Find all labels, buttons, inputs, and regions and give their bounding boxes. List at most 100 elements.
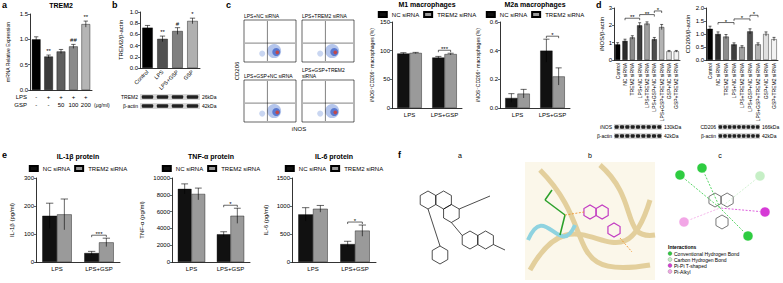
svg-text:GSP+NC siRNA: GSP+NC siRNA: [763, 62, 769, 99]
svg-text:mRNA Relative Expression: mRNA Relative Expression: [5, 22, 11, 82]
svg-text:2000: 2000: [157, 242, 171, 248]
svg-text:CD206/β-actin: CD206/β-actin: [685, 15, 691, 53]
svg-text:0.5: 0.5: [696, 44, 705, 50]
svg-text:iNOS/β-actin: iNOS/β-actin: [599, 17, 605, 51]
svg-text:0.0: 0.0: [130, 65, 139, 71]
svg-text:150: 150: [380, 19, 391, 25]
svg-text:TREM2 siRNA: TREM2 siRNA: [723, 62, 729, 95]
svg-text:LPS+GSP: LPS+GSP: [158, 69, 180, 91]
svg-text:iNOS: iNOS: [600, 124, 613, 130]
svg-text:TREM2 siRNA: TREM2 siRNA: [221, 166, 260, 172]
svg-text:GSP: GSP: [182, 69, 195, 82]
svg-text:42kDa: 42kDa: [664, 133, 679, 139]
svg-text:f: f: [398, 150, 402, 160]
svg-text:10000: 10000: [153, 175, 170, 181]
svg-text:LPS+GSP+TREM2 siRNA: LPS+GSP+TREM2 siRNA: [755, 62, 761, 121]
svg-text:2.0: 2.0: [696, 5, 705, 11]
svg-text:d: d: [596, 0, 602, 10]
svg-text:0: 0: [167, 259, 171, 265]
svg-text:0.2: 0.2: [130, 54, 139, 60]
svg-text:*: *: [229, 201, 232, 207]
svg-text:LPS+TREM2 siRNA: LPS+TREM2 siRNA: [739, 62, 745, 108]
svg-text:4000: 4000: [157, 225, 171, 231]
svg-text:2: 2: [609, 22, 613, 28]
svg-text:3: 3: [609, 5, 613, 11]
svg-text:0.0: 0.0: [696, 57, 705, 63]
svg-text:LPS+GSP: LPS+GSP: [431, 112, 459, 118]
svg-text:0.2: 0.2: [490, 76, 499, 82]
svg-text:a: a: [2, 0, 8, 10]
svg-text:M1 macrophages: M1 macrophages: [398, 1, 455, 9]
svg-text:+: +: [59, 94, 63, 100]
svg-text:*: *: [725, 19, 728, 25]
svg-text:(μg/ml): (μg/ml): [94, 102, 110, 108]
svg-text:200: 200: [24, 203, 35, 209]
svg-text:**: **: [160, 29, 165, 35]
svg-text:TREM2 siRNA: TREM2 siRNA: [545, 12, 584, 18]
svg-text:LPS: LPS: [16, 94, 27, 100]
svg-text:TREM2: TREM2: [49, 2, 73, 9]
svg-text:1.5: 1.5: [20, 11, 29, 17]
svg-text:b: b: [112, 0, 118, 10]
svg-text:0.6: 0.6: [490, 19, 499, 25]
svg-text:β-actin: β-actin: [597, 133, 612, 139]
svg-text:CD206: CD206: [700, 124, 716, 130]
svg-text:8000: 8000: [157, 192, 171, 198]
svg-text:iNOS⁻CD206⁺ macrophages (%): iNOS⁻CD206⁺ macrophages (%): [475, 28, 481, 102]
svg-text:*: *: [551, 32, 554, 38]
svg-text:LPS+GSP+TREM2 siRNA: LPS+GSP+TREM2 siRNA: [659, 62, 665, 121]
svg-text:130kDa: 130kDa: [664, 124, 681, 130]
svg-text:LPS+NC siRNA: LPS+NC siRNA: [244, 13, 280, 19]
svg-text:42kDa: 42kDa: [202, 103, 217, 109]
svg-text:1000: 1000: [277, 203, 291, 209]
svg-text:**: **: [630, 14, 635, 20]
svg-text:GSP+TREM2 siRNA: GSP+TREM2 siRNA: [673, 62, 679, 109]
svg-text:iNOS⁺CD206⁻ macrophages (%): iNOS⁺CD206⁻ macrophages (%): [369, 28, 375, 102]
svg-text:LPS+GSP+NC siRNA: LPS+GSP+NC siRNA: [747, 62, 753, 111]
svg-text:Control: Control: [133, 69, 150, 86]
svg-text:iNOS: iNOS: [292, 126, 306, 132]
svg-text:siRNA: siRNA: [302, 73, 317, 79]
svg-text:IL-1β protein: IL-1β protein: [57, 153, 99, 161]
svg-text:GSP+NC siRNA: GSP+NC siRNA: [666, 62, 672, 99]
svg-text:IL-1β (pg/ml): IL-1β (pg/ml): [9, 203, 15, 237]
svg-text:TREM2 siRNA: TREM2 siRNA: [88, 166, 127, 172]
svg-text:6000: 6000: [157, 209, 171, 215]
svg-text:NC siRNA: NC siRNA: [392, 12, 419, 18]
svg-text:100: 100: [380, 48, 391, 54]
svg-text:-: -: [35, 102, 37, 108]
svg-text:0.0: 0.0: [490, 105, 499, 111]
svg-text:1500: 1500: [277, 175, 291, 181]
svg-text:***: ***: [95, 231, 103, 237]
svg-text:GSP+TREM2 siRNA: GSP+TREM2 siRNA: [771, 62, 777, 109]
svg-text:LPS+GSP+NC siRNA: LPS+GSP+NC siRNA: [651, 62, 657, 111]
svg-text:TREM2 siRNA: TREM2 siRNA: [437, 12, 476, 18]
svg-text:0.5: 0.5: [20, 62, 29, 68]
svg-text:50: 50: [383, 76, 390, 82]
svg-text:β-actin: β-actin: [123, 103, 138, 109]
svg-text:Control: Control: [615, 63, 621, 79]
svg-text:500: 500: [280, 231, 291, 237]
svg-text:0: 0: [387, 105, 391, 111]
svg-text:LPS+NC siRNA: LPS+NC siRNA: [637, 62, 643, 98]
svg-text:LPS: LPS: [512, 112, 523, 118]
svg-text:LPS: LPS: [186, 266, 197, 272]
svg-text:LPS+TREM2 siRNA: LPS+TREM2 siRNA: [302, 13, 348, 19]
svg-text:NC siRNA: NC siRNA: [715, 62, 721, 85]
svg-text:0.4: 0.4: [130, 43, 139, 49]
svg-text:0.6: 0.6: [130, 31, 139, 37]
svg-text:*: *: [657, 7, 660, 13]
svg-text:IL-6 (pg/ml): IL-6 (pg/ml): [263, 205, 269, 236]
svg-text:TNF-α protein: TNF-α protein: [188, 153, 234, 161]
svg-text:#: #: [176, 21, 180, 27]
svg-text:NC siRNA: NC siRNA: [500, 12, 527, 18]
svg-text:50: 50: [58, 102, 65, 108]
svg-text:TREM2 siRNA: TREM2 siRNA: [629, 62, 635, 95]
svg-text:a: a: [458, 152, 462, 159]
svg-text:*: *: [753, 11, 756, 17]
svg-text:LPS+GSP: LPS+GSP: [341, 266, 369, 272]
svg-text:26kDa: 26kDa: [202, 94, 217, 100]
svg-text:LPS: LPS: [404, 112, 415, 118]
svg-text:NC siRNA: NC siRNA: [299, 166, 326, 172]
svg-text:0.0: 0.0: [20, 87, 29, 93]
